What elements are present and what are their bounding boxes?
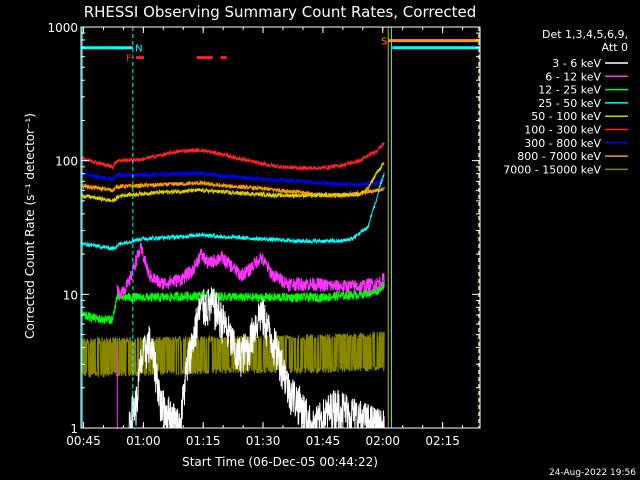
plot-frame	[80, 26, 481, 429]
series-line-7000-15000-kev	[80, 331, 385, 378]
legend-entry-label: 800 - 7000 keV	[517, 150, 601, 163]
axes-layer: 00:45 01:00 01:15 01:30 01:45 02:00 02:15 1 10 10…	[47, 21, 481, 448]
series-line-100-300-kev	[80, 142, 385, 172]
series-7000-15000-kev	[80, 331, 385, 378]
x-tick-label: 01:45	[306, 434, 341, 448]
legend-entry-label: 25 - 50 keV	[538, 97, 601, 110]
legend-header: Att 0	[602, 41, 628, 54]
annotation-label-saa-start: S	[381, 37, 387, 48]
series-line-12-25-kev	[80, 279, 385, 325]
x-tick-label: 02:15	[425, 434, 460, 448]
y-tick-label: 1000	[47, 21, 78, 35]
series-50-100-kev	[80, 161, 385, 203]
series-300-800-kev	[80, 170, 385, 188]
y-tick-label: 100	[55, 155, 78, 169]
x-tick-label: 00:45	[66, 434, 101, 448]
annotation-label-flare-flag: F	[126, 54, 132, 65]
legend-entry-label: 12 - 25 keV	[538, 84, 601, 97]
x-tick-label: 01:15	[186, 434, 221, 448]
legend-entry-label: 100 - 300 keV	[524, 124, 601, 137]
annotation-layer: NF S	[81, 27, 480, 428]
legend-entry-label: 300 - 800 keV	[524, 137, 601, 150]
legend-header: Det 1,3,4,5,6,9,	[542, 28, 628, 41]
x-axis-label: Start Time (06-Dec-05 00:44:22)	[182, 455, 378, 469]
series-800-7000-kev	[80, 179, 385, 199]
y-tick-label: 1	[70, 422, 78, 436]
chart-title: RHESSI Observing Summary Count Rates, Co…	[84, 3, 477, 21]
series-100-300-kev	[80, 142, 385, 172]
series-line-800-7000-kev	[80, 179, 385, 199]
y-tick-label: 10	[63, 288, 78, 302]
series-line-6-12-kev	[116, 242, 385, 299]
series-25-50-kev	[80, 172, 385, 251]
y-axis-label: Corrected Count Rate (s⁻¹ detector⁻¹)	[23, 113, 37, 339]
x-tick-label: 01:30	[246, 434, 281, 448]
footer-date-stamp: 24-Aug-2022 19:56	[549, 468, 636, 478]
series-layer	[80, 142, 385, 430]
series-12-25-kev	[80, 279, 385, 325]
series-line-25-50-kev	[80, 172, 385, 251]
series-line-3-6-kev	[128, 287, 385, 430]
x-tick-label: 01:00	[126, 434, 161, 448]
x-tick-label: 02:00	[365, 434, 400, 448]
legend-entry-label: 50 - 100 keV	[531, 110, 601, 123]
legend-entry-label: 7000 - 15000 keV	[503, 163, 601, 176]
legend-entry-label: 3 - 6 keV	[552, 57, 601, 70]
series-3-6-kev	[128, 287, 385, 430]
series-line-50-100-kev	[80, 161, 385, 203]
legend-entry-label: 6 - 12 keV	[545, 70, 601, 83]
annotation-label-night-start: N	[135, 44, 142, 55]
series-line-300-800-kev	[80, 170, 385, 188]
series-6-12-kev	[116, 242, 385, 299]
